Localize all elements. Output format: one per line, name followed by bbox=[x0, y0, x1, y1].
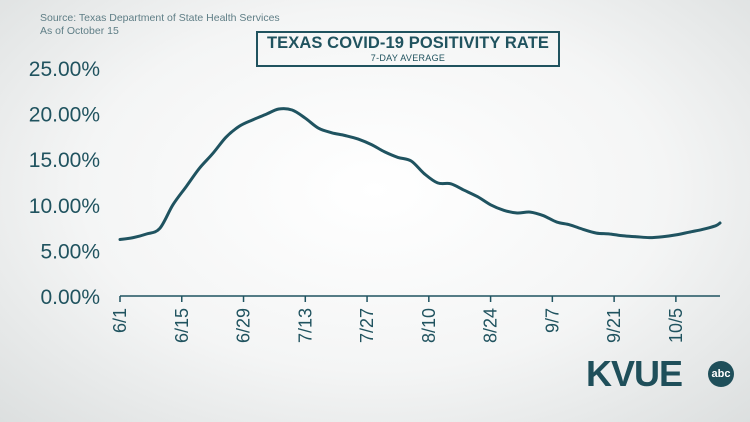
x-tick-label: 8/24 bbox=[481, 308, 501, 343]
kvue-logo-text: KVUE bbox=[586, 353, 683, 394]
data-point bbox=[423, 172, 426, 175]
as-of-line: As of October 15 bbox=[40, 25, 119, 37]
y-tick-label: 5.00% bbox=[40, 240, 100, 263]
data-point bbox=[714, 224, 717, 227]
data-point bbox=[264, 113, 267, 116]
y-tick-label: 0.00% bbox=[40, 286, 100, 309]
data-point bbox=[595, 232, 598, 235]
data-points bbox=[119, 108, 722, 241]
data-point bbox=[608, 233, 611, 236]
data-point bbox=[719, 222, 722, 225]
data-point bbox=[158, 227, 161, 230]
data-point bbox=[277, 108, 280, 111]
y-axis: 0.00% 5.00% 10.00% 15.00% 20.00% 25.00% bbox=[29, 58, 100, 309]
x-tick-label: 6/15 bbox=[172, 308, 192, 343]
x-tick-label: 6/29 bbox=[234, 308, 254, 343]
x-tick-label: 9/7 bbox=[542, 308, 562, 333]
data-point bbox=[357, 138, 360, 141]
data-point bbox=[198, 167, 201, 170]
source-note: Source: Texas Department of State Health… bbox=[40, 12, 280, 38]
abc-badge: abc bbox=[708, 361, 734, 387]
data-point bbox=[582, 228, 585, 231]
data-point bbox=[251, 119, 254, 122]
data-point bbox=[185, 185, 188, 188]
data-point bbox=[516, 212, 519, 215]
data-point bbox=[383, 151, 386, 154]
data-point bbox=[397, 156, 400, 159]
data-point bbox=[529, 211, 532, 214]
data-point bbox=[463, 189, 466, 192]
x-tick-label: 9/21 bbox=[604, 308, 624, 343]
data-point bbox=[145, 233, 148, 236]
kvue-abc-logo: KVUE abc bbox=[586, 353, 738, 394]
data-point bbox=[330, 131, 333, 134]
data-point bbox=[410, 160, 413, 163]
y-tick-label: 20.00% bbox=[29, 104, 100, 127]
data-point bbox=[569, 224, 572, 227]
data-point bbox=[502, 209, 505, 212]
x-tick-label: 7/13 bbox=[295, 308, 315, 343]
data-point bbox=[648, 236, 651, 239]
x-axis: 6/1 6/15 6/29 7/13 7/27 8/10 8/24 9/7 9/21 10/5 bbox=[110, 296, 686, 343]
data-point bbox=[489, 203, 492, 206]
data-point bbox=[211, 152, 214, 155]
source-line: Source: Texas Department of State Health… bbox=[40, 12, 280, 24]
data-point bbox=[304, 117, 307, 120]
data-point bbox=[172, 203, 175, 206]
y-tick-label: 25.00% bbox=[29, 58, 100, 81]
x-tick-label: 7/27 bbox=[357, 308, 377, 343]
data-point bbox=[555, 221, 558, 224]
data-point bbox=[119, 238, 122, 241]
data-point bbox=[635, 235, 638, 238]
x-tick-label: 8/10 bbox=[419, 308, 439, 343]
data-point bbox=[661, 235, 664, 238]
data-point bbox=[675, 234, 678, 237]
chart-subtitle: 7-DAY AVERAGE bbox=[370, 53, 446, 63]
data-point bbox=[476, 195, 479, 198]
data-point bbox=[132, 236, 135, 239]
x-tick-label: 10/5 bbox=[666, 308, 686, 343]
x-tick-label: 6/1 bbox=[110, 308, 130, 333]
y-tick-label: 15.00% bbox=[29, 149, 100, 172]
data-point bbox=[688, 231, 691, 234]
chart-title-box: TEXAS COVID-19 POSITIVITY RATE 7-DAY AVE… bbox=[256, 31, 560, 67]
data-point bbox=[542, 214, 545, 217]
data-point bbox=[701, 228, 704, 231]
data-point bbox=[436, 182, 439, 185]
data-point bbox=[622, 234, 625, 237]
data-point bbox=[291, 109, 294, 112]
data-point bbox=[225, 136, 228, 139]
chart-title: TEXAS COVID-19 POSITIVITY RATE bbox=[266, 34, 550, 52]
data-point bbox=[317, 127, 320, 130]
data-point bbox=[370, 143, 373, 146]
data-point bbox=[238, 125, 241, 128]
data-point bbox=[450, 182, 453, 185]
y-tick-label: 10.00% bbox=[29, 195, 100, 218]
data-point bbox=[344, 134, 347, 137]
series-line-positivity bbox=[118, 107, 722, 241]
